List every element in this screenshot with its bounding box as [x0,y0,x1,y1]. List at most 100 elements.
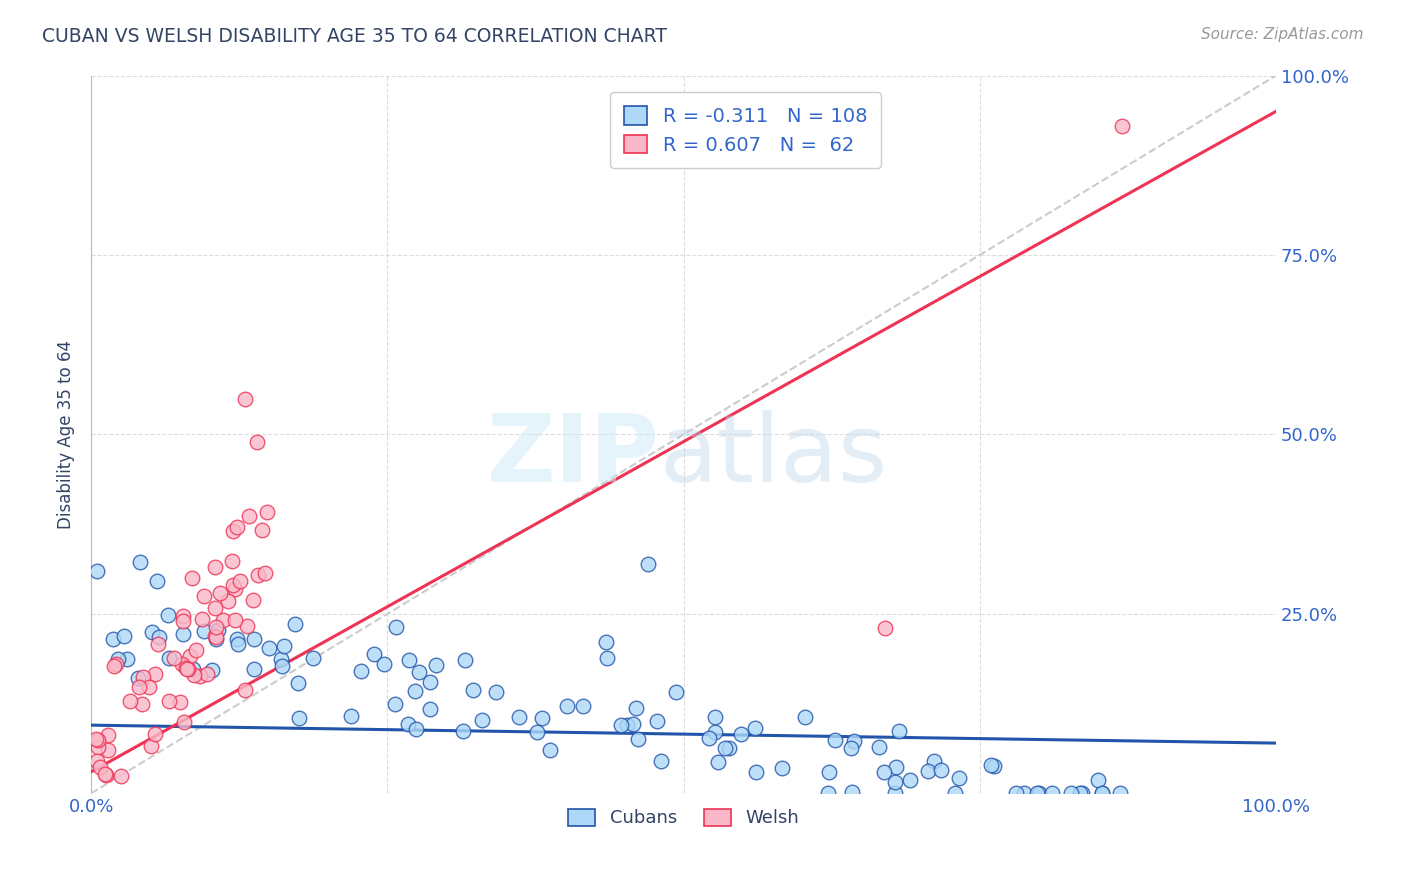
Point [87,732,110,747]
Point [172,615,194,629]
Point [132,670,155,684]
Point [211,613,233,627]
Point [97,728,120,742]
Point [508,710,530,724]
Point [257,641,280,656]
Text: ZIP: ZIP [486,410,659,502]
Point [398,653,420,667]
Point [193,624,215,638]
Point [169,695,191,709]
Point [697,731,720,745]
Text: Source: ZipAtlas.com: Source: ZipAtlas.com [1201,27,1364,42]
Point [301,650,323,665]
Point [637,557,659,571]
Point [1071,786,1094,800]
Point [107,652,129,666]
Point [204,629,226,643]
Point [183,667,205,681]
Point [243,632,266,647]
Point [94,767,117,781]
Point [405,722,427,736]
Point [204,601,226,615]
Point [256,505,278,519]
Point [373,657,395,671]
Point [595,635,617,649]
Point [224,613,246,627]
Point [408,665,430,679]
Point [530,711,553,725]
Point [340,708,363,723]
Point [246,567,269,582]
Point [1028,786,1050,800]
Point [163,651,186,665]
Point [96,767,118,781]
Point [983,758,1005,772]
Point [948,772,970,786]
Point [190,669,212,683]
Point [1012,786,1035,800]
Point [204,560,226,574]
Point [224,582,246,596]
Point [931,763,953,777]
Point [246,434,269,449]
Point [284,617,307,632]
Point [181,662,204,676]
Point [818,764,841,779]
Point [146,574,169,589]
Point [744,721,766,735]
Point [538,743,561,757]
Point [1111,119,1133,133]
Point [172,627,194,641]
Point [273,639,295,653]
Point [186,643,208,657]
Point [650,754,672,768]
Point [745,764,768,779]
Point [713,741,735,756]
Point [454,653,477,667]
Point [174,661,197,675]
Point [350,665,373,679]
Point [917,764,939,778]
Point [112,629,135,643]
Point [205,630,228,644]
Point [176,662,198,676]
Point [195,667,218,681]
Point [471,713,494,727]
Point [209,586,232,600]
Point [703,710,725,724]
Point [191,612,214,626]
Point [170,657,193,671]
Point [131,697,153,711]
Point [222,524,245,538]
Point [217,594,239,608]
Point [229,574,252,589]
Point [128,680,150,694]
Point [1109,786,1132,800]
Point [242,592,264,607]
Point [103,659,125,673]
Point [419,675,441,690]
Point [233,682,256,697]
Point [127,672,149,686]
Point [157,650,180,665]
Y-axis label: Disability Age 35 to 64: Disability Age 35 to 64 [58,340,75,529]
Point [404,684,426,698]
Point [980,758,1002,772]
Point [173,715,195,730]
Point [889,724,911,739]
Point [770,761,793,775]
Point [1091,786,1114,800]
Point [157,608,180,623]
Point [868,740,890,755]
Point [179,649,201,664]
Point [86,739,108,754]
Point [1060,786,1083,800]
Point [1087,773,1109,788]
Point [922,754,945,768]
Point [172,609,194,624]
Point [396,716,419,731]
Point [363,647,385,661]
Point [1005,786,1028,800]
Point [884,759,907,773]
Point [621,716,644,731]
